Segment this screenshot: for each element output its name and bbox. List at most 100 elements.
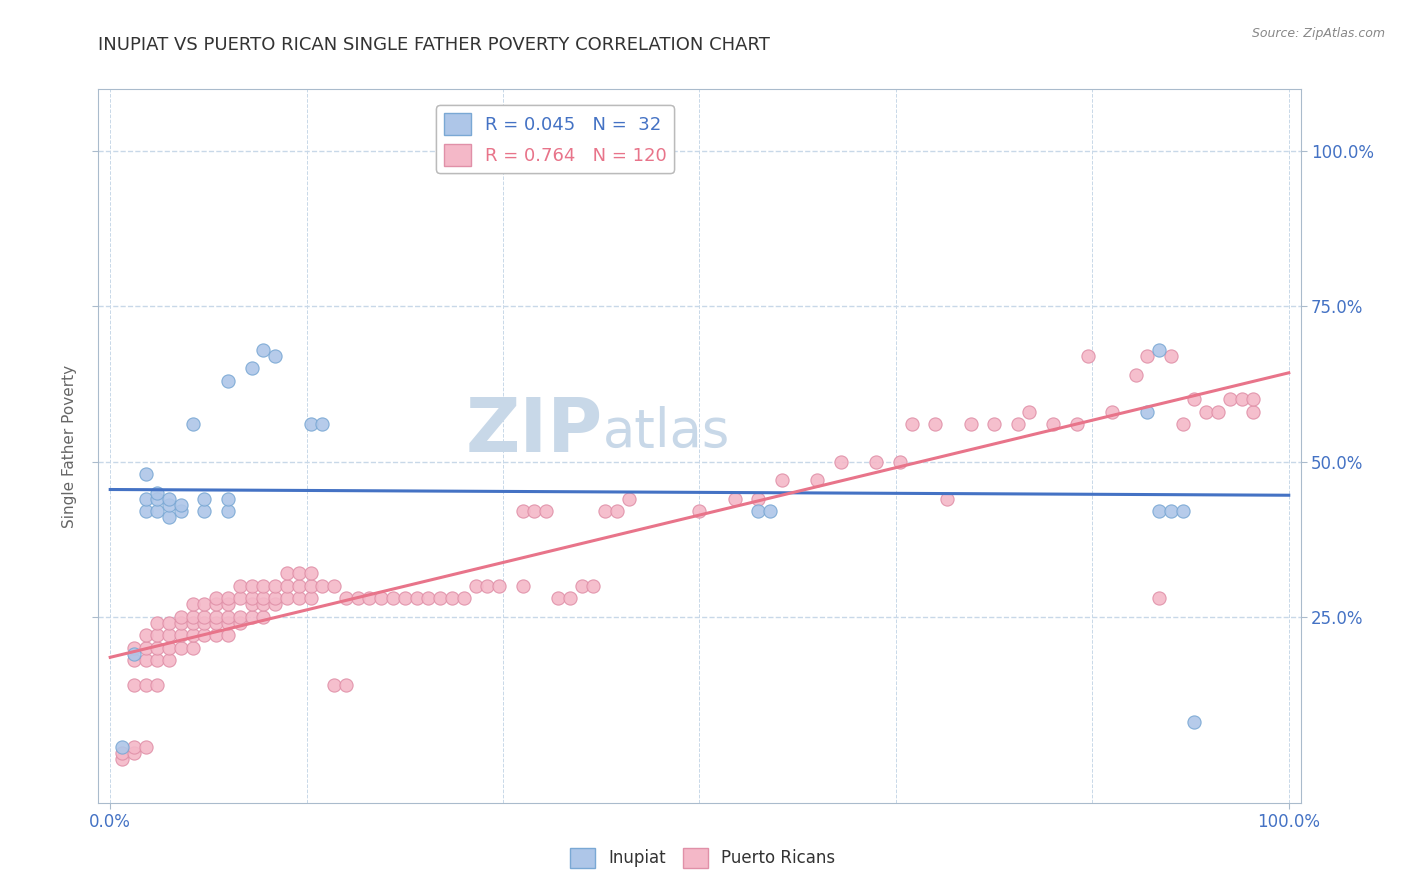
Point: [558, 591, 581, 605]
Point: [1184, 715, 1206, 730]
Point: [157, 640, 180, 655]
Point: [429, 591, 451, 605]
Point: [1147, 591, 1170, 605]
Point: [135, 739, 157, 754]
Point: [1230, 392, 1253, 407]
Point: [477, 579, 499, 593]
Point: [240, 591, 263, 605]
Point: [181, 597, 204, 611]
Point: [536, 504, 558, 518]
Point: [111, 746, 134, 760]
Point: [346, 591, 368, 605]
Point: [193, 615, 215, 630]
Point: [323, 579, 346, 593]
Point: [889, 454, 911, 468]
Point: [240, 579, 263, 593]
Point: [276, 591, 298, 605]
Point: [181, 417, 204, 432]
Point: [299, 579, 322, 593]
Point: [135, 504, 157, 518]
Point: [512, 579, 534, 593]
Point: [1171, 417, 1194, 432]
Point: [240, 609, 263, 624]
Point: [170, 628, 193, 642]
Point: [252, 591, 274, 605]
Point: [135, 678, 157, 692]
Point: [217, 597, 239, 611]
Point: [181, 640, 204, 655]
Point: [617, 491, 640, 506]
Point: [170, 609, 193, 624]
Point: [806, 473, 828, 487]
Point: [1160, 504, 1182, 518]
Point: [181, 615, 204, 630]
Point: [217, 628, 239, 642]
Point: [217, 591, 239, 605]
Point: [593, 504, 616, 518]
Point: [1184, 392, 1206, 407]
Point: [264, 349, 287, 363]
Point: [157, 498, 180, 512]
Point: [1007, 417, 1029, 432]
Point: [1018, 405, 1040, 419]
Point: [135, 491, 157, 506]
Point: [1160, 349, 1182, 363]
Point: [276, 579, 298, 593]
Point: [689, 504, 711, 518]
Point: [146, 628, 169, 642]
Point: [936, 491, 959, 506]
Legend: Inupiat, Puerto Ricans: Inupiat, Puerto Ricans: [564, 841, 842, 875]
Point: [311, 579, 333, 593]
Point: [405, 591, 427, 605]
Point: [1241, 405, 1264, 419]
Point: [1125, 368, 1147, 382]
Point: [193, 597, 215, 611]
Point: [157, 628, 180, 642]
Text: atlas: atlas: [603, 406, 731, 458]
Point: [370, 591, 392, 605]
Point: [229, 591, 252, 605]
Point: [759, 504, 782, 518]
Point: [205, 591, 228, 605]
Point: [323, 678, 346, 692]
Point: [299, 417, 322, 432]
Point: [157, 510, 180, 524]
Point: [240, 597, 263, 611]
Point: [571, 579, 593, 593]
Point: [959, 417, 981, 432]
Point: [252, 579, 274, 593]
Point: [157, 653, 180, 667]
Point: [193, 609, 215, 624]
Point: [135, 467, 157, 481]
Point: [193, 628, 215, 642]
Point: [229, 609, 252, 624]
Point: [135, 628, 157, 642]
Point: [1136, 405, 1159, 419]
Point: [606, 504, 628, 518]
Point: [122, 647, 145, 661]
Point: [205, 597, 228, 611]
Point: [170, 615, 193, 630]
Point: [122, 640, 145, 655]
Point: [146, 504, 169, 518]
Point: [146, 640, 169, 655]
Point: [181, 609, 204, 624]
Y-axis label: Single Father Poverty: Single Father Poverty: [62, 365, 77, 527]
Point: [770, 473, 793, 487]
Point: [252, 609, 274, 624]
Point: [547, 591, 569, 605]
Point: [146, 678, 169, 692]
Point: [512, 504, 534, 518]
Point: [1241, 392, 1264, 407]
Point: [276, 566, 298, 581]
Point: [983, 417, 1005, 432]
Point: [264, 591, 287, 605]
Point: [229, 579, 252, 593]
Point: [264, 579, 287, 593]
Point: [1206, 405, 1229, 419]
Point: [146, 491, 169, 506]
Point: [453, 591, 475, 605]
Point: [252, 597, 274, 611]
Point: [311, 417, 333, 432]
Point: [170, 504, 193, 518]
